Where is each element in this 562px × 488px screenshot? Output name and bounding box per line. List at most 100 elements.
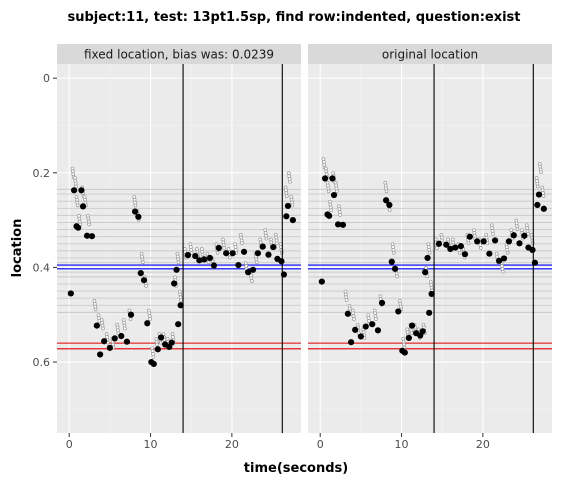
fixation-point bbox=[201, 256, 208, 263]
fixation-point bbox=[422, 269, 429, 276]
strip-background bbox=[57, 44, 301, 64]
fixation-point bbox=[173, 266, 180, 273]
facet-label: fixed location, bias was: 0.0239 bbox=[84, 48, 274, 62]
gaze-sample bbox=[249, 279, 254, 283]
gaze-sample bbox=[515, 227, 520, 231]
fixation-point bbox=[131, 208, 139, 215]
fixation-point bbox=[491, 237, 499, 244]
fixation-point bbox=[215, 244, 222, 252]
gaze-sample bbox=[264, 236, 269, 241]
fixation-point bbox=[447, 245, 454, 253]
fixation-point bbox=[348, 339, 355, 346]
gaze-sample bbox=[158, 340, 163, 345]
gaze-sample bbox=[457, 250, 462, 255]
fixation-point bbox=[435, 240, 443, 247]
gaze-sample bbox=[140, 260, 145, 265]
fixation-point bbox=[391, 265, 399, 272]
gaze-sample bbox=[466, 241, 471, 246]
fixation-point bbox=[75, 224, 82, 231]
x-axis-title: time(seconds) bbox=[244, 461, 348, 476]
fixation-points-layer bbox=[67, 187, 296, 368]
fixation-point bbox=[388, 258, 395, 265]
fixation-point bbox=[382, 197, 390, 204]
gaze-sample bbox=[539, 170, 543, 175]
gaze-sample bbox=[491, 231, 495, 236]
fixation-point bbox=[516, 240, 523, 247]
fixation-point bbox=[158, 334, 165, 341]
gaze-sample bbox=[144, 284, 148, 288]
panel-original-location: original location 0 10 20 bbox=[308, 44, 552, 451]
fixation-point bbox=[357, 333, 364, 340]
gaze-sample bbox=[395, 274, 399, 279]
vertical-markers-layer bbox=[433, 64, 534, 433]
fixation-point bbox=[175, 321, 182, 328]
fixation-point bbox=[374, 327, 382, 334]
fixation-point bbox=[123, 338, 131, 345]
fixation-point bbox=[249, 266, 257, 273]
y-axis: 0 0.2 0.4 0.6 bbox=[33, 72, 57, 369]
x-tick-label: 10 bbox=[395, 438, 409, 451]
fixation-point bbox=[168, 339, 175, 346]
fixation-point bbox=[510, 232, 517, 239]
gaze-sample bbox=[254, 260, 259, 265]
fixation-point bbox=[395, 308, 402, 315]
gaze-sample bbox=[206, 260, 211, 265]
fixation-point bbox=[223, 250, 230, 257]
fixation-point bbox=[428, 290, 435, 298]
gaze-sample bbox=[425, 274, 430, 279]
fixation-point bbox=[154, 346, 161, 353]
reference-lines-layer bbox=[57, 188, 301, 350]
gaze-sample bbox=[427, 250, 432, 255]
fixation-point bbox=[135, 213, 142, 220]
fixation-point bbox=[334, 221, 342, 228]
gaze-sample bbox=[391, 250, 396, 255]
fixation-point bbox=[196, 257, 203, 264]
gaze-sample bbox=[500, 269, 505, 274]
fixation-point bbox=[369, 321, 376, 328]
gaze-sample bbox=[148, 317, 152, 321]
fixation-point bbox=[409, 322, 416, 329]
gaze-sample bbox=[240, 241, 244, 246]
gaze-sample bbox=[101, 326, 105, 331]
gaze-sample bbox=[505, 250, 510, 255]
x-tick-label: 10 bbox=[144, 438, 158, 451]
gaze-sample bbox=[222, 246, 226, 250]
fixation-point bbox=[452, 244, 459, 251]
gaze-sample bbox=[409, 331, 414, 336]
gaze-sample bbox=[87, 222, 91, 227]
x-tick-label: 20 bbox=[225, 438, 239, 451]
fixation-point bbox=[283, 213, 290, 220]
gaze-sample bbox=[176, 260, 181, 265]
gaze-sample bbox=[352, 317, 356, 321]
gaze-sample bbox=[93, 307, 98, 312]
fixation-point bbox=[419, 328, 426, 335]
x-axis: 0 10 20 bbox=[317, 433, 490, 451]
fixation-point bbox=[184, 252, 192, 259]
fixation-point bbox=[443, 241, 450, 248]
fixation-point bbox=[505, 238, 512, 245]
fixation-point bbox=[540, 205, 547, 212]
facet-label: original location bbox=[382, 48, 478, 62]
fixation-point bbox=[386, 201, 393, 209]
fixation-point bbox=[378, 299, 386, 307]
fixation-point bbox=[177, 302, 184, 309]
fixation-point bbox=[210, 262, 218, 269]
fixation-point bbox=[229, 250, 236, 257]
vertical-markers-layer bbox=[182, 64, 283, 433]
gaze-sample bbox=[275, 241, 279, 246]
gaze-sample bbox=[215, 250, 220, 255]
fixation-point bbox=[245, 269, 252, 276]
y-axis-title: location bbox=[10, 219, 25, 278]
gaze-sample bbox=[326, 189, 331, 194]
y-tick-label: 0.2 bbox=[33, 167, 51, 180]
fixation-point bbox=[171, 280, 178, 287]
fixation-point bbox=[529, 246, 536, 254]
fixation-point bbox=[426, 309, 433, 316]
gaze-sample bbox=[151, 354, 156, 359]
fixation-point bbox=[500, 255, 508, 262]
fixation-point bbox=[67, 290, 74, 297]
gaze-sample bbox=[227, 255, 232, 260]
fixation-point bbox=[474, 238, 481, 245]
fixation-point bbox=[83, 232, 91, 239]
